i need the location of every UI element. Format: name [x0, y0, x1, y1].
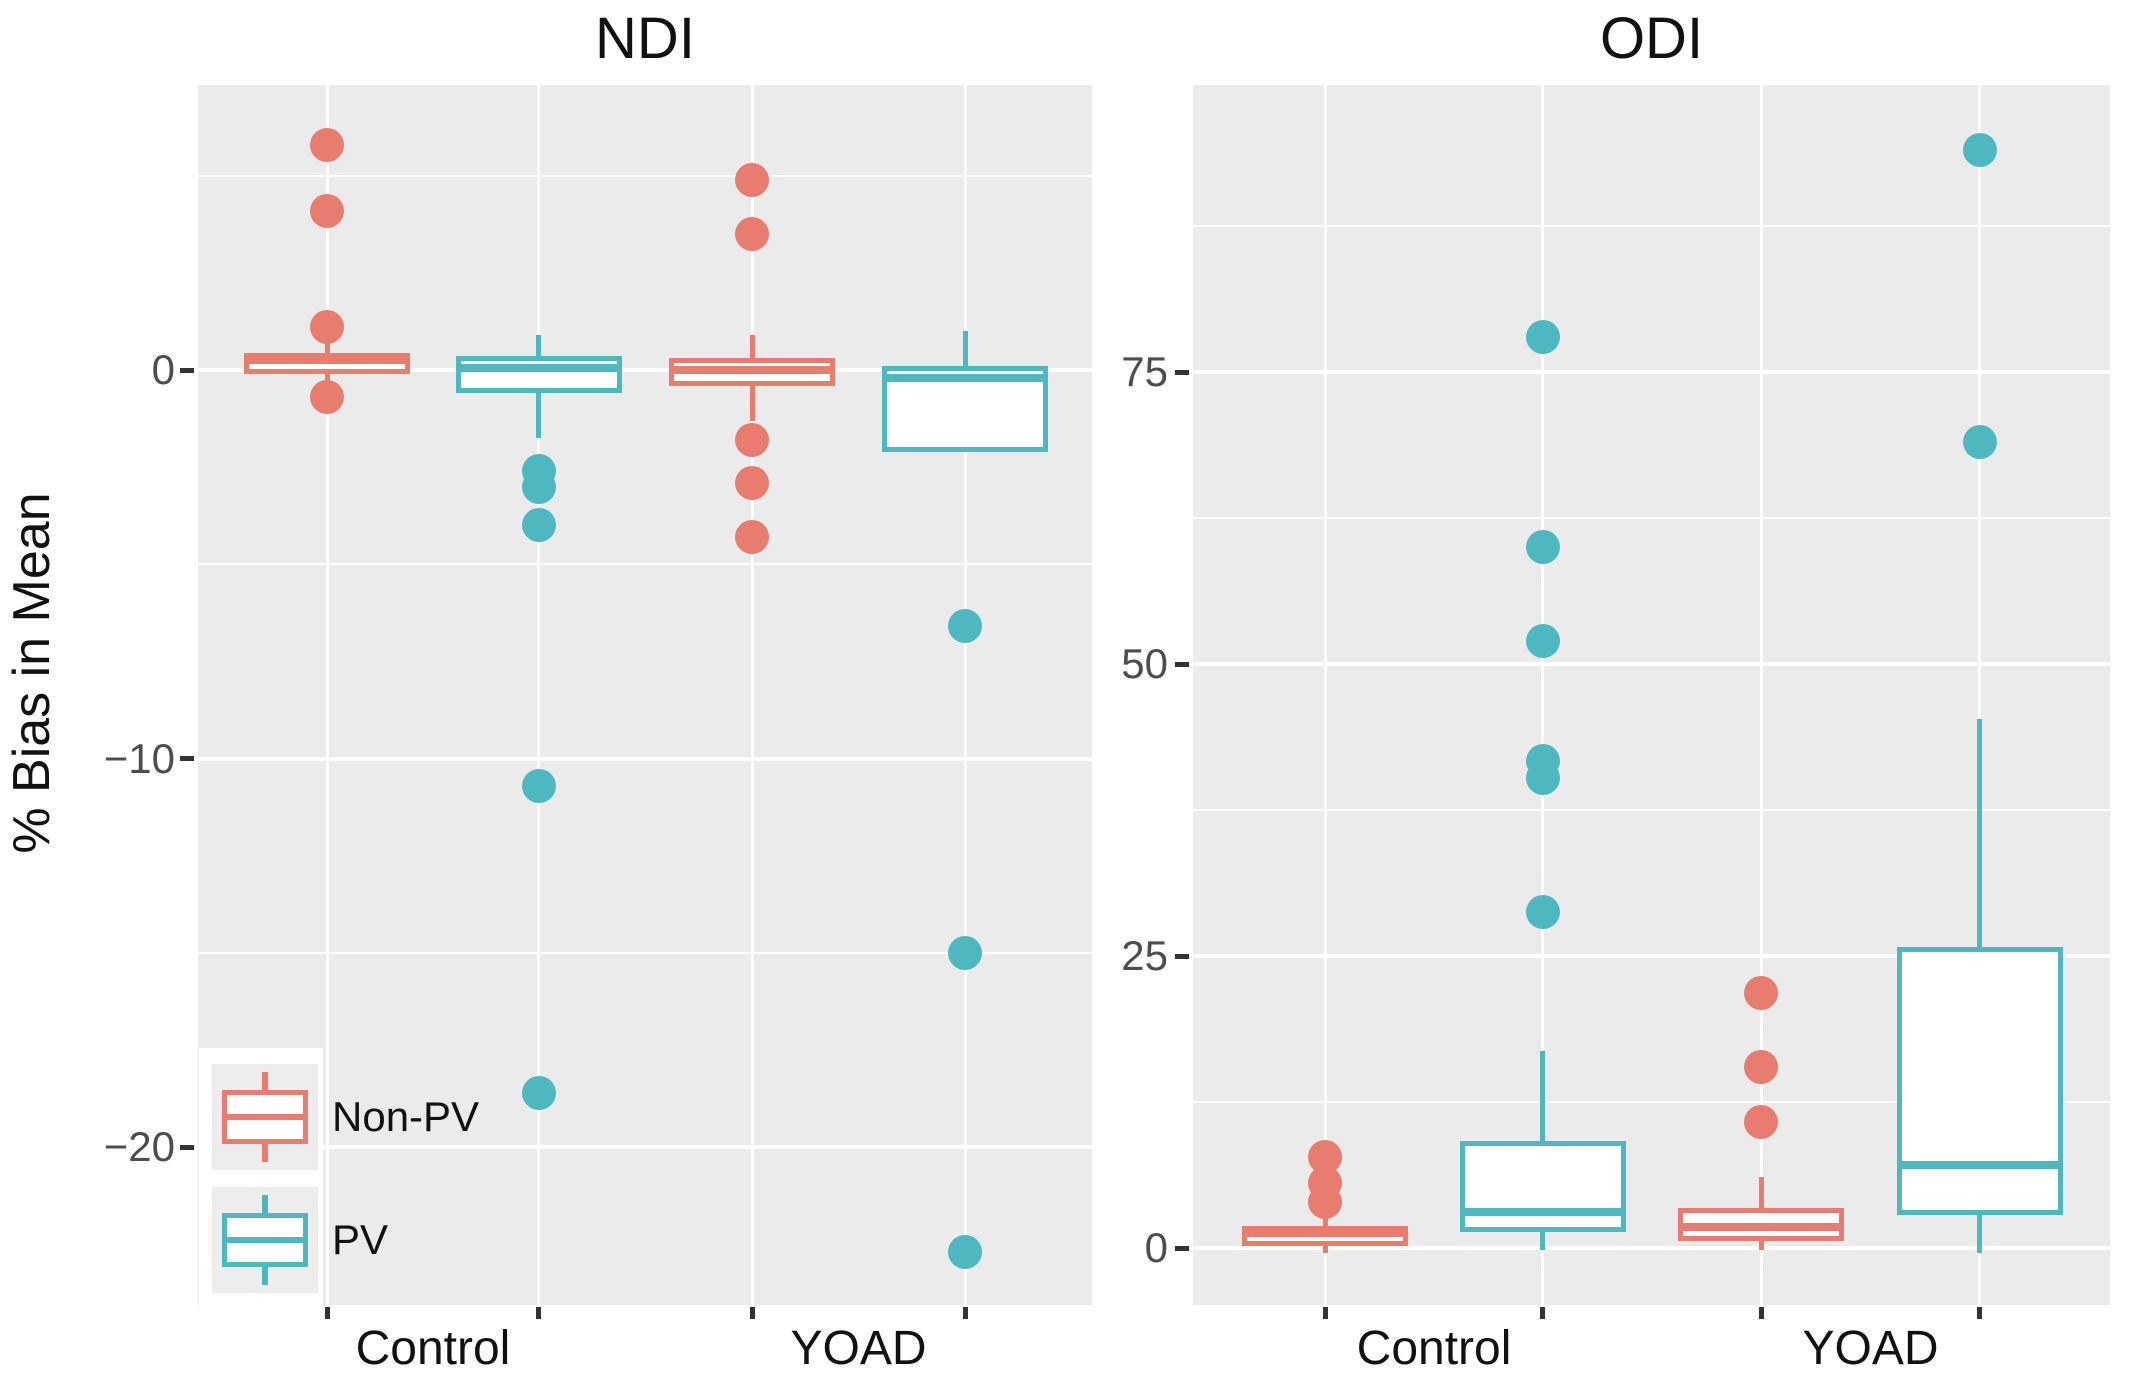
box-odi-yoad-nonpv-outlier — [1744, 976, 1779, 1011]
box-ndi-control-nonpv-median — [244, 356, 410, 365]
x-tickmark — [324, 1307, 330, 1319]
panel-title-ndi: NDI — [595, 6, 695, 71]
box-odi-yoad-pv-outlier — [1962, 425, 1997, 460]
x-label-ndi-control: Control — [355, 1322, 511, 1375]
gridline-vertical — [963, 85, 967, 1305]
box-ndi-yoad-pv-median — [882, 373, 1049, 382]
gridline-vertical — [325, 85, 329, 1305]
gridline-major — [198, 756, 1092, 761]
box-ndi-yoad-pv-outlier — [948, 1234, 983, 1269]
legend-key-pv — [212, 1187, 318, 1293]
y-tickmark — [180, 367, 194, 373]
x-tickmark — [1758, 1307, 1764, 1319]
y-tick-label: 25 — [1121, 932, 1168, 979]
box-ndi-yoad-nonpv-outlier — [735, 520, 769, 555]
box-ndi-control-pv-outlier — [521, 1075, 556, 1110]
box-ndi-control-pv-outlier — [521, 469, 556, 504]
x-label-ndi-yoad: YOAD — [790, 1322, 927, 1375]
x-tickmark — [1540, 1307, 1546, 1319]
box-ndi-yoad-nonpv-outlier — [735, 465, 769, 500]
y-tickmark — [1175, 1245, 1189, 1251]
gridline-major — [1193, 662, 2110, 666]
box-odi-yoad-nonpv-outlier — [1744, 1104, 1779, 1139]
box-odi-control-nonpv-outlier — [1308, 1185, 1343, 1220]
box-odi-yoad-pv-outlier — [1962, 133, 1997, 168]
panel-title-odi: ODI — [1599, 6, 1704, 71]
gridline-minor — [198, 563, 1092, 566]
box-ndi-control-nonpv-outlier — [310, 127, 344, 162]
box-odi-control-pv-outlier — [1525, 530, 1560, 565]
legend-label-nonpv: Non-PV — [332, 1093, 480, 1140]
gridline-minor — [1193, 809, 2110, 811]
box-ndi-control-nonpv-outlier — [310, 193, 344, 228]
y-tick-label: 0 — [1144, 1224, 1168, 1271]
y-tickmark — [1175, 661, 1189, 667]
x-label-odi-yoad: YOAD — [1802, 1322, 1939, 1375]
legend: Non-PV PV — [199, 1048, 479, 1305]
box-ndi-yoad-pv-outlier — [948, 609, 983, 644]
box-odi-yoad-nonpv-outlier — [1744, 1049, 1779, 1084]
y-tickmark — [180, 1144, 194, 1150]
box-ndi-control-pv-outlier — [521, 508, 556, 543]
gridline-vertical — [1323, 85, 1327, 1305]
box-ndi-yoad-nonpv-outlier — [735, 162, 769, 197]
y-tick-label: −20 — [103, 1123, 175, 1170]
x-tickmark — [962, 1307, 968, 1319]
gridline-minor — [1193, 225, 2110, 227]
box-odi-control-pv-outlier — [1525, 319, 1560, 354]
gridline-vertical — [1759, 85, 1763, 1305]
box-ndi-control-pv — [455, 356, 622, 394]
gridline-major — [1193, 954, 2110, 958]
gridline-major — [198, 1145, 1092, 1149]
box-odi-yoad-pv-median — [1896, 1161, 2063, 1170]
panel-ndi — [198, 85, 1092, 1305]
y-axis-label: % Bias in Mean — [3, 492, 61, 854]
x-tickmark — [1977, 1307, 1983, 1319]
x-tickmark — [1322, 1307, 1328, 1319]
box-ndi-yoad-nonpv-outlier — [735, 422, 769, 457]
box-ndi-control-nonpv-outlier — [310, 380, 344, 415]
box-ndi-control-pv-outlier — [521, 768, 556, 803]
legend-glyph-median-pv — [222, 1237, 308, 1243]
y-tick-label: 50 — [1121, 640, 1168, 687]
y-tick-label: 75 — [1121, 348, 1168, 395]
gridline-vertical — [537, 85, 541, 1305]
box-odi-control-pv-outlier — [1525, 761, 1560, 796]
box-odi-control-pv-outlier — [1525, 623, 1560, 658]
gridline-minor — [198, 951, 1092, 954]
gridline-vertical — [1541, 85, 1545, 1305]
box-ndi-yoad-nonpv-outlier — [735, 217, 769, 252]
legend-label-pv: PV — [332, 1216, 389, 1263]
y-tick-label: 0 — [151, 346, 175, 393]
y-tickmark — [1175, 369, 1189, 375]
box-ndi-yoad-pv-outlier — [948, 935, 983, 970]
box-odi-control-pv — [1459, 1140, 1626, 1232]
gridline-minor — [1193, 517, 2110, 519]
y-tickmark — [1175, 953, 1189, 959]
gridline-vertical — [750, 85, 754, 1305]
box-odi-yoad-pv — [1896, 946, 2063, 1216]
gridline-major — [198, 368, 1092, 372]
gridline-major — [1193, 1246, 2110, 1250]
x-tickmark — [749, 1307, 755, 1319]
box-ndi-yoad-nonpv-median — [669, 366, 835, 374]
legend-glyph-median-nonpv — [222, 1114, 308, 1120]
y-tick-label: −10 — [103, 734, 175, 782]
box-ndi-control-nonpv-outlier — [310, 310, 344, 345]
x-tickmark — [536, 1307, 542, 1319]
box-odi-control-pv-median — [1459, 1207, 1626, 1216]
box-odi-control-pv-outlier — [1525, 894, 1560, 929]
box-ndi-control-pv-median — [455, 364, 622, 373]
box-odi-control-nonpv-median — [1242, 1228, 1409, 1237]
y-tickmark — [180, 756, 194, 761]
gridline-major — [1193, 370, 2110, 374]
gridline-vertical — [1978, 85, 1982, 1305]
legend-key-nonpv — [212, 1064, 318, 1170]
x-label-odi-control: Control — [1356, 1322, 1512, 1375]
gridline-minor — [198, 174, 1092, 177]
gridline-minor — [1193, 1101, 2110, 1103]
box-odi-yoad-nonpv-median — [1678, 1222, 1845, 1231]
